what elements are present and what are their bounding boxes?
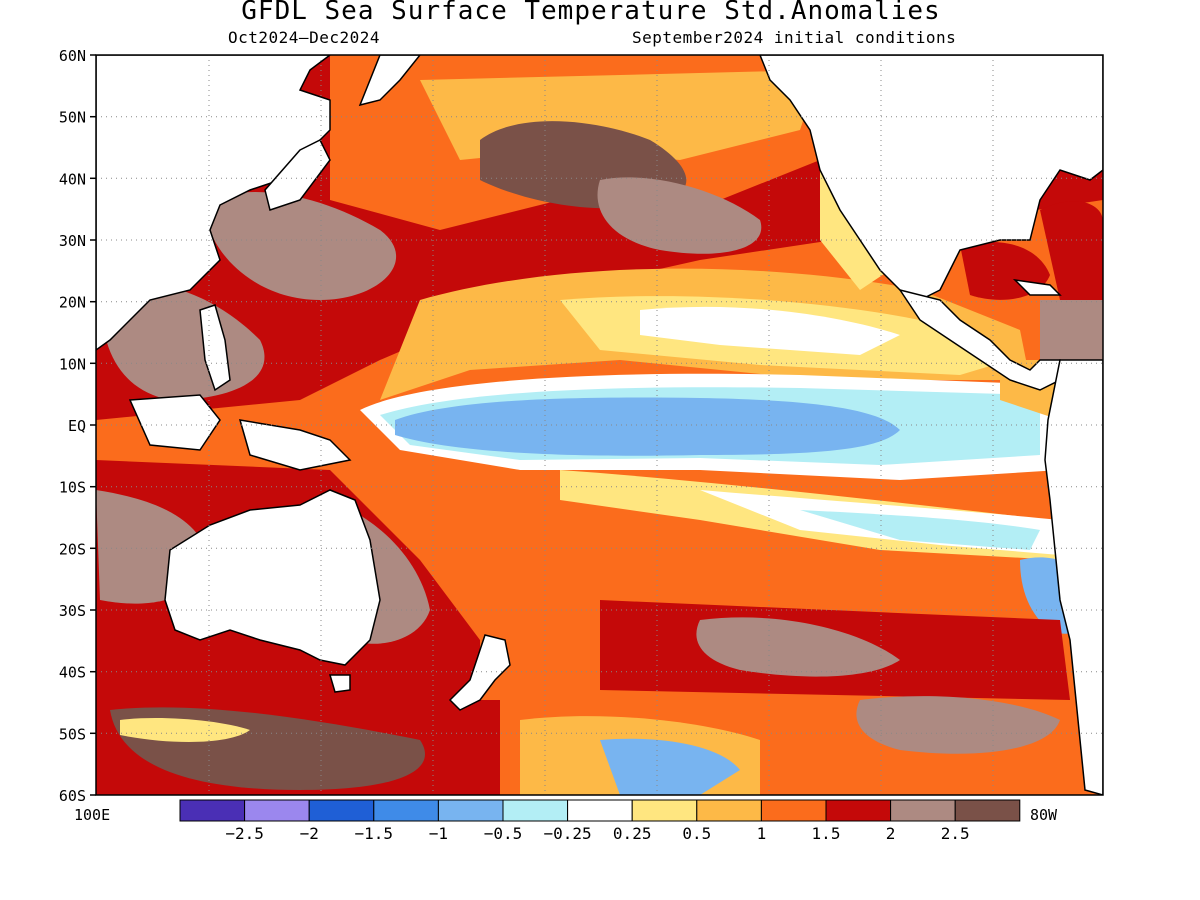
lat-label: 30S (59, 602, 86, 620)
lat-label: 40N (59, 170, 86, 188)
colorbar-swatch (179, 799, 246, 822)
lat-ticks (90, 54, 96, 796)
colorbar-label: −1.5 (355, 824, 394, 843)
colorbar-label: −2.5 (225, 824, 264, 843)
colorbar-swatch (631, 799, 698, 822)
colorbar-swatch (502, 799, 569, 822)
lat-label: 60S (59, 787, 86, 805)
colorbar-swatch (308, 799, 375, 822)
gridlines (96, 55, 1103, 795)
lat-label: 20S (59, 540, 86, 558)
colorbar-label: −2 (300, 824, 319, 843)
lat-label: 10S (59, 479, 86, 497)
colorbar-label: 1.5 (812, 824, 841, 843)
lat-label: 20N (59, 294, 86, 312)
map-title: GFDL Sea Surface Temperature Std.Anomali… (241, 0, 941, 26)
lat-label: 60N (59, 47, 86, 65)
lat-label: 30N (59, 232, 86, 250)
forecast-period: Oct2024–Dec2024 (228, 28, 380, 47)
colorbar: −2.5 −2 −1.5 −1 −0.5 −0.25 0.25 0.5 1 1.5 2 2.5 (179, 799, 1021, 843)
colorbar-swatch (825, 799, 892, 822)
lon-label-right: 80W (1030, 806, 1058, 824)
colorbar-swatch (760, 799, 827, 822)
colorbar-label: 0.5 (682, 824, 711, 843)
land-outlines (96, 55, 1103, 795)
colorbar-swatch (696, 799, 762, 822)
colorbar-swatch (890, 799, 956, 822)
lat-label: 10N (59, 355, 86, 373)
colorbar-swatch (373, 799, 439, 822)
colorbar-label: −0.5 (484, 824, 523, 843)
colorbar-label: −0.25 (544, 824, 592, 843)
colorbar-label: −1 (429, 824, 448, 843)
lat-labels: 60N 50N 40N 30N 20N 10N EQ 10S 20S 30S 4… (59, 47, 86, 805)
colorbar-swatch (437, 799, 504, 822)
colorbar-label: 2 (886, 824, 896, 843)
colorbar-label: 0.25 (613, 824, 652, 843)
lat-label: 50S (59, 725, 86, 743)
colorbar-swatch (567, 799, 633, 822)
lat-label: EQ (68, 417, 86, 435)
colorbar-label: 2.5 (941, 824, 970, 843)
colorbar-label: 1 (757, 824, 767, 843)
initial-conditions: September2024 initial conditions (632, 28, 957, 47)
lon-label-left: 100E (74, 806, 110, 824)
lat-label: 50N (59, 109, 86, 127)
colorbar-swatch (244, 799, 310, 822)
colorbar-swatch (954, 799, 1021, 822)
lat-label: 40S (59, 664, 86, 682)
